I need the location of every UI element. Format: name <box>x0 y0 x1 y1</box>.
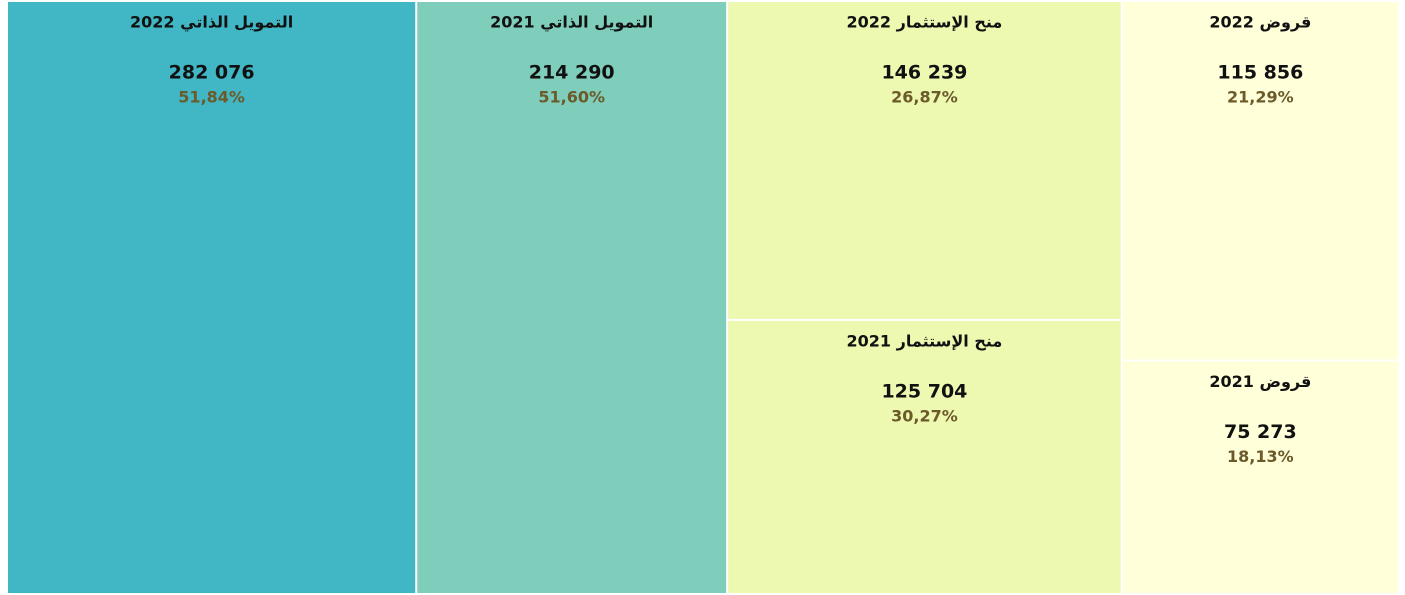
tile-label: التمويل الذاتي 2021 <box>490 13 653 33</box>
tile-percent: 26,87% <box>891 88 958 107</box>
tile-value: 115 856 <box>1217 62 1303 84</box>
tile <box>1122 361 1398 593</box>
tile-value: 125 704 <box>881 380 967 402</box>
tile-percent: 51,84% <box>178 88 245 107</box>
tile-percent: 18,13% <box>1227 447 1294 466</box>
tile-label: منح الإستثمار 2021 <box>847 331 1003 350</box>
tile <box>1122 2 1398 360</box>
tile-value: 282 076 <box>169 62 255 84</box>
tile-percent: 30,27% <box>891 406 958 425</box>
tile <box>728 2 1121 319</box>
tile-label: التمويل الذاتي 2022 <box>130 13 293 33</box>
tile-value: 214 290 <box>529 62 615 84</box>
tile <box>728 320 1121 593</box>
tile-label: منح الإستثمار 2022 <box>847 13 1003 32</box>
tile <box>8 2 416 593</box>
tile-value: 146 239 <box>881 62 967 84</box>
tile-value: 75 273 <box>1224 421 1297 443</box>
tile-percent: 51,60% <box>538 88 605 107</box>
tile <box>417 2 727 593</box>
tile-label: قروض 2022 <box>1209 13 1311 32</box>
tile-label: قروض 2021 <box>1209 372 1311 391</box>
tile-percent: 21,29% <box>1227 88 1294 107</box>
